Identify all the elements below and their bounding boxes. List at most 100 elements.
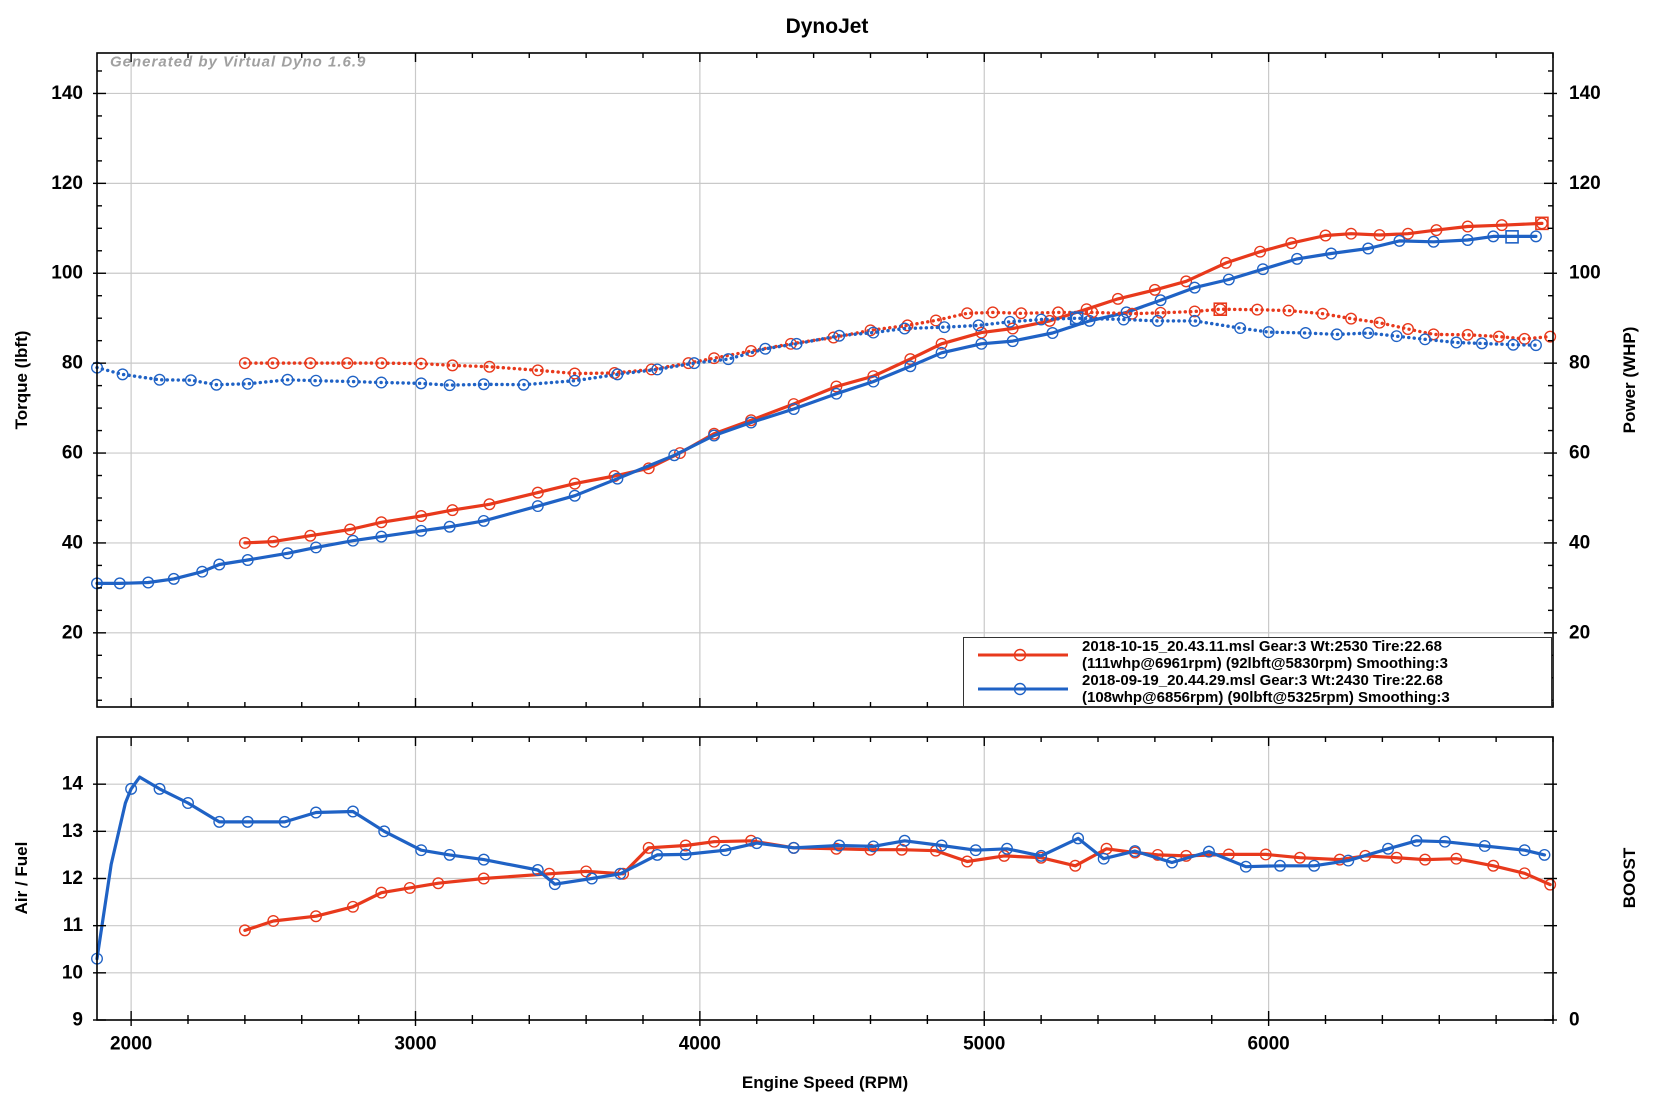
y-tick-label-left: 140 [51,83,83,104]
series-run2-afr-marker [719,844,732,857]
series-run2-torque-marker [1234,322,1247,335]
series-run2-power-marker [142,576,155,589]
x-tick-label: 3000 [394,1034,436,1055]
series-run1-afr-marker [998,849,1011,862]
series-run2-torque-marker [1188,314,1201,327]
series-run2-torque-marker [1117,313,1130,326]
series-run1-torque-marker [1282,304,1295,317]
y-tick-label-left: 13 [62,821,83,842]
series-run1-torque-marker [1154,306,1167,319]
legend-run2-line1: 2018-09-19_20.44.29.msl Gear:3 Wt:2430 T… [1082,672,1443,689]
series-run1-power-line [243,221,1544,545]
series-run1-afr-marker [1259,848,1272,861]
series-run2-torque-marker [1450,336,1463,349]
series-run1-power-marker [830,380,843,393]
series-run2-torque-marker [1262,326,1275,339]
series-run2-torque-marker [477,378,490,391]
y-tick-label-left: 9 [72,1010,83,1031]
series-run1-torque-marker [1345,312,1358,325]
rpm-axis-title: Engine Speed (RPM) [741,1073,909,1092]
series-run1-torque-marker [568,367,581,380]
power-axis-title: Power (WHP) [1620,326,1639,434]
series-run2-power-marker [415,524,428,537]
series-run1-torque-marker [1401,323,1414,335]
series-run1-torque-marker [1461,328,1474,341]
series-run1-torque-peak-marker [1213,302,1228,317]
series-run2-torque-marker [1419,333,1432,346]
series-run2-power-marker [1083,314,1096,327]
series-run2-torque-marker [1151,314,1164,327]
y-tick-label-right: 80 [1569,353,1590,374]
series-run2-torque-marker [898,322,911,335]
series-run2-torque-marker [611,368,624,381]
series-run1-afr-marker [477,872,490,885]
series-run2-afr-marker [1035,849,1048,862]
series-run1-torque-marker [1126,307,1139,320]
series-run1-afr-marker [1544,878,1557,891]
series-run1-torque-marker [531,364,544,377]
series-run2-torque-line [95,316,1538,387]
series-run2-afr-marker [241,815,254,828]
legend-swatch-red [978,648,1068,662]
plot-border [96,52,1554,708]
series-run1-torque-marker [929,314,942,327]
series-run2-afr-marker [935,839,948,852]
boost-axis-title: BOOST [1620,847,1639,909]
series-run1-power-marker [267,535,280,548]
series-run2-power-marker [1362,242,1375,255]
series-run2-afr-marker [1274,859,1286,872]
series-run2-torque-marker [722,353,735,366]
series-run1-power-marker [1148,283,1161,296]
series-run1-torque-line [243,307,1552,376]
series-run2-afr-marker [969,844,982,857]
series-run1-power-marker [1319,229,1332,242]
series-run2-power-marker [830,387,843,400]
series-run2-afr-marker [1239,860,1252,873]
legend-box: 2018-10-15_20.43.11.msl Gear:3 Wt:2530 T… [963,637,1552,707]
series-run1-afr-marker [708,835,721,848]
series-run2-afr-marker [1410,834,1423,847]
series-run1-afr-marker [961,855,974,868]
y-tick-label-left: 10 [62,962,83,983]
series-run1-torque-marker [1015,307,1028,320]
series-run2-power-marker [568,489,581,502]
series-run1-afr-marker [1419,853,1432,866]
series-run1-torque-marker [267,357,280,370]
series-run2-power-marker [1487,230,1500,243]
series-run2-power-marker [477,514,490,527]
series-run1-afr-marker [238,924,251,937]
series-run2-power-marker [167,572,180,585]
series-run1-power-marker [1219,256,1232,269]
series-run2-torque-marker [867,326,880,339]
series-run1-power-marker [1043,314,1056,327]
series-run1-torque-marker [238,357,251,370]
series-run2-torque-marker [1362,327,1375,340]
series-run2-afr-marker [1128,845,1141,858]
series-run2-power-marker [787,403,800,415]
series-run1-power-marker [1430,224,1443,237]
y-tick-label-right: 40 [1569,532,1590,553]
series-run1-torque-marker [304,357,317,370]
series-run2-afr-marker [750,837,763,850]
series-run2-afr-marker [833,839,846,852]
series-run2-torque-marker [1299,327,1312,340]
series-run1-torque-marker [483,360,496,373]
series-run2-torque-marker [281,373,294,386]
series-run2-afr-marker [1072,832,1085,845]
series-run2-torque-marker [1390,330,1403,343]
dyno-plot: 20 40 60 80 100 120 140 20 40 60 80 100 120 140 [51,52,1601,708]
y-tick-label-left: 60 [62,443,83,464]
x-tick-label: 5000 [963,1034,1005,1055]
series-run2-torque-marker [517,378,530,391]
series-run1-power-marker [904,353,917,366]
series-run2-power-marker [1256,263,1269,276]
y-tick-label-left: 11 [63,915,84,936]
series-run1-power-marker [568,477,581,490]
series-run1-power-marker [344,523,357,536]
series-run2-power-marker [196,565,209,578]
series-run1-afr-marker [1518,867,1531,880]
series-run2-torque-peak-marker [1069,311,1084,325]
x-tick-label: 6000 [1247,1034,1289,1055]
series-run1-power-marker [1254,245,1267,258]
